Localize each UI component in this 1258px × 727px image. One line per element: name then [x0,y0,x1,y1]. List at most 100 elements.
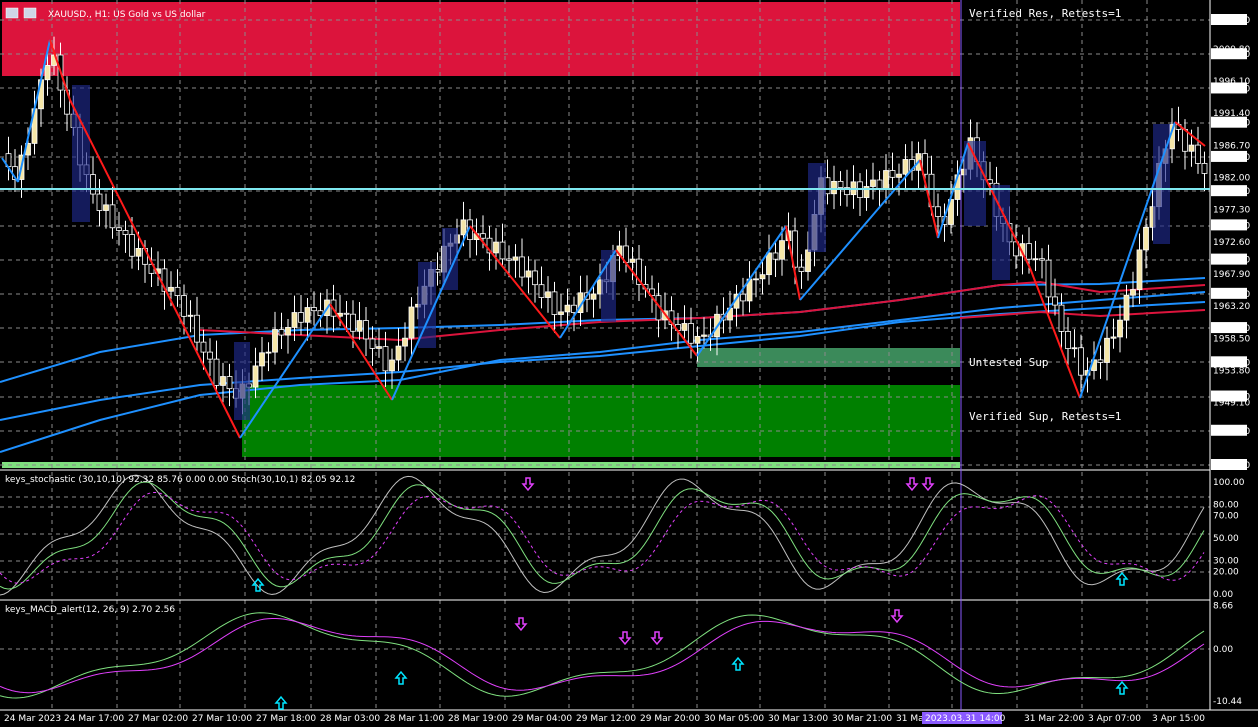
time-tick-label: 27 Mar 10:00 [192,714,252,724]
untested-support-zone [697,348,960,367]
price-tick-box [1211,287,1247,299]
price-tick-label: 1970.00 [1213,256,1250,266]
resistance-zone-label: Verified Res, Retests=1 [969,7,1121,20]
macd-axis: 8.66 0.00 -10.44 [1213,602,1242,708]
order-block [808,163,826,252]
price-tick-box [1211,459,1247,470]
sell-signal-arrow [905,477,919,492]
price-tick-label: 1945.00 [1213,427,1250,437]
time-tick-label: 27 Mar 02:00 [128,714,188,724]
price-tick-label: 1940.00 [1213,461,1250,471]
order-block [418,262,436,348]
time-tick-label: 28 Mar 03:00 [320,714,380,724]
price-tick-label: 1965.00 [1213,290,1250,300]
window-icon [23,7,37,19]
buy-signal-arrow [274,695,288,710]
price-tick-label: 1950.00 [1213,393,1250,403]
stoch-tick-label: 100.00 [1213,478,1245,488]
sell-signal-arrow [521,477,535,492]
stochastic-lines [0,474,1205,596]
zigzag-indicator [1,39,1206,439]
time-tick-label: 31 Ma [896,714,924,724]
price-tick-box [1211,424,1247,436]
signal-arrows [251,477,1129,710]
time-tick-label: 29 Mar 20:00 [640,714,700,724]
price-tick-label: 2005.00 [1213,16,1250,26]
order-block [442,228,458,290]
price-tick-label: 1967.90 [1213,270,1250,280]
moving-averages [0,277,1206,453]
order-block [72,85,90,222]
price-axis[interactable]: 2005.002000.802000.001996.101995.001991.… [1211,14,1250,471]
time-tick-label: 28 Mar 11:00 [384,714,444,724]
time-tick-label: 30 Mar 13:00 [768,714,828,724]
chart-icon [5,7,19,19]
price-tick-label: 1960.00 [1213,324,1250,334]
stoch-tick-label: 80.00 [1213,500,1239,510]
time-axis: 24 Mar 2023 24 Mar 17:00 27 Mar 02:00 27 Ma… [4,714,1205,724]
sell-signal-arrow [618,631,632,646]
price-tick-box [1211,185,1247,197]
price-tick-label: 1990.00 [1213,119,1250,129]
price-tick-box [1211,48,1247,60]
buy-signal-arrow [731,656,745,671]
support-zone [242,385,960,457]
buy-signal-arrow [251,577,265,592]
price-tick-box [1211,116,1247,128]
order-block [234,342,250,420]
support-zone-label: Verified Sup, Retests=1 [969,410,1121,423]
time-tick-label: 29 Mar 12:00 [576,714,636,724]
order-block [1153,124,1170,244]
price-tick-label: 1985.00 [1213,153,1250,163]
sell-signal-arrow [650,631,664,646]
resistance-zone [2,2,960,76]
price-tick-label: 1963.20 [1213,302,1250,312]
time-tick-label: 29 Mar 04:00 [512,714,572,724]
stoch-tick-label: 20.00 [1213,568,1239,578]
price-tick-label: 1955.00 [1213,358,1250,368]
price-tick-box [1211,82,1247,94]
buy-signal-arrow [1115,571,1129,586]
price-tick-label: 1953.80 [1213,367,1250,377]
price-tick-label: 1977.30 [1213,206,1250,216]
time-tick-label: 3 Apr 07:00 [1088,714,1141,724]
time-tick-label: 24 Mar 17:00 [64,714,124,724]
price-tick-label: 1996.10 [1213,77,1250,87]
buy-signal-arrow [1115,680,1129,695]
order-block [992,185,1010,280]
stochastic-axis: 100.00 80.00 70.00 50.00 30.00 20.00 0.00 [1213,478,1245,600]
price-tick-label: 1982.00 [1213,173,1250,183]
macd-tick-label: -10.44 [1213,697,1242,707]
macd-tick-label: 8.66 [1213,602,1233,612]
price-tick-box [1211,356,1247,368]
price-tick-label: 1995.00 [1213,84,1250,94]
price-tick-box [1211,14,1247,25]
price-tick-box [1211,253,1247,265]
symbol-title: XAUUSD., H1: US Gold vs US dollar [48,10,206,20]
price-tick-label: 1975.00 [1213,221,1250,231]
sell-signal-arrow [890,609,904,624]
stoch-tick-label: 0.00 [1213,590,1233,600]
price-tick-label: 2000.00 [1213,50,1250,60]
order-block [964,141,986,226]
time-tick-label: 27 Mar 18:00 [256,714,316,724]
time-tick-label: 3 Apr 15:00 [1152,714,1205,724]
macd-title: keys_MACD_alert(12, 26, 9) 2.70 2.56 [5,605,175,615]
price-tick-box [1211,219,1247,231]
stoch-tick-label: 30.00 [1213,556,1239,566]
price-tick-box [1211,390,1247,402]
price-tick-label: 1991.40 [1213,109,1250,119]
time-tick-label: 30 Mar 05:00 [704,714,764,724]
price-tick-label: 1980.00 [1213,187,1250,197]
crosshair-time-box [922,712,1002,724]
sell-signal-arrow [921,477,935,492]
symbol-header[interactable]: XAUUSD., H1: US Gold vs US dollar [5,7,206,20]
time-tick-label: 30 Mar 21:00 [832,714,892,724]
crosshair-time-label: 2023.03.31 14:00 [925,714,1006,724]
buy-signal-arrow [394,670,408,685]
time-tick-label: 31 Mar 22:00 [1024,714,1084,724]
price-tick-label: 1958.50 [1213,334,1250,344]
stoch-tick-label: 70.00 [1213,512,1239,522]
macd-lines [0,612,1205,699]
